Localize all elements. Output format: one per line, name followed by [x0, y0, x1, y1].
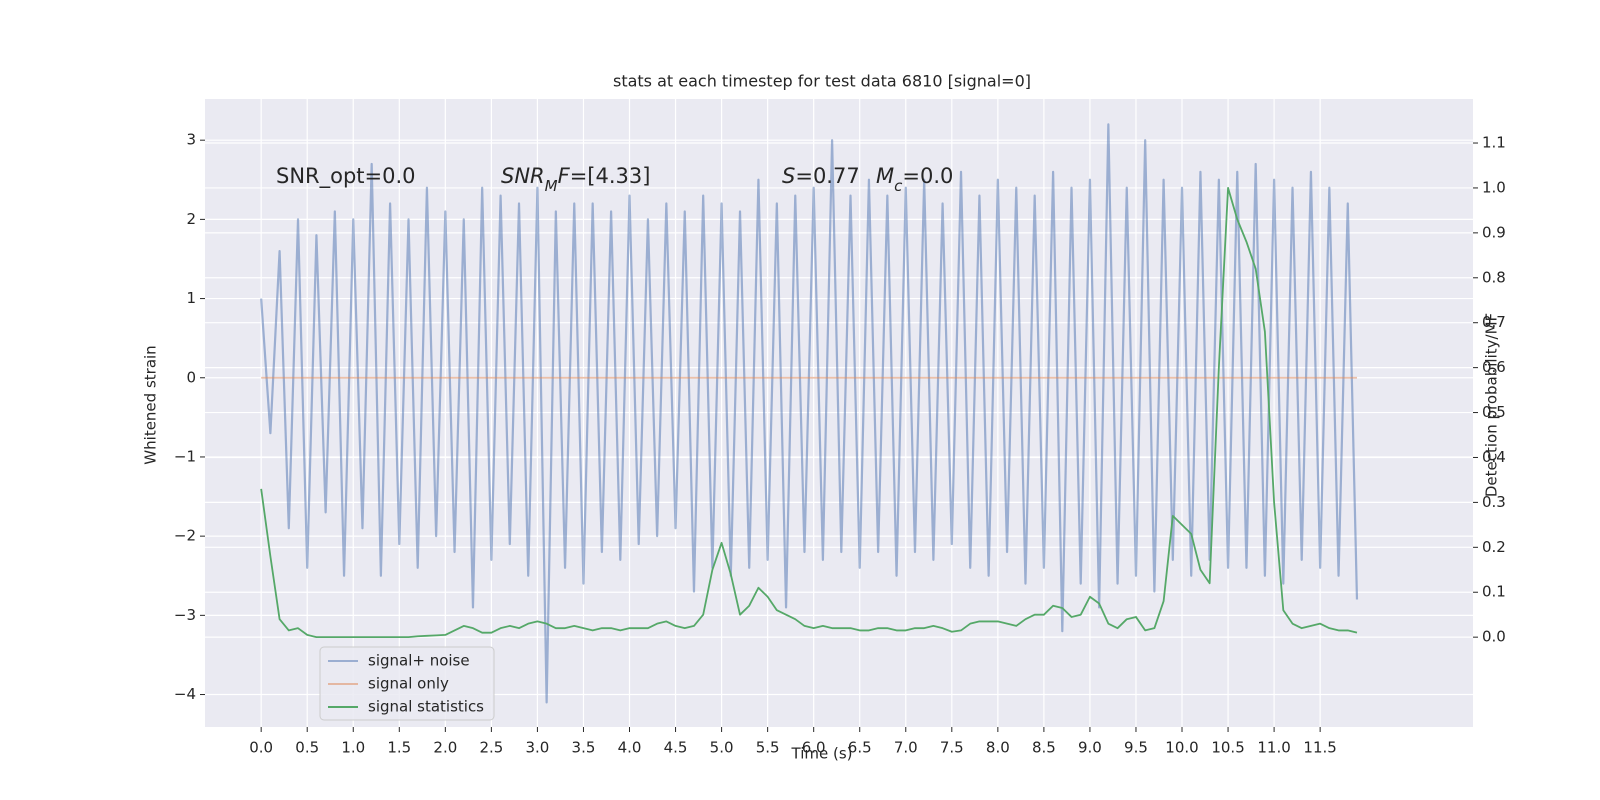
- x-tick-label: 9.5: [1124, 739, 1148, 757]
- y2-tick-label: 0.2: [1482, 538, 1506, 556]
- y2-tick-label: 0.8: [1482, 268, 1506, 286]
- y-tick-label: 1: [186, 289, 196, 307]
- legend-label: signal only: [368, 675, 449, 693]
- x-tick-label: 2.0: [433, 739, 457, 757]
- x-tick-label: 6.0: [802, 739, 826, 757]
- series-line: [260, 187, 1358, 639]
- x-tick-label: 9.0: [1078, 739, 1102, 757]
- y-tick-label: −4: [174, 685, 196, 703]
- annotation-part: S: [782, 164, 795, 188]
- y2-tick-label: 0.7: [1482, 313, 1506, 331]
- series-line: [260, 123, 1359, 704]
- x-tick-label: 5.5: [756, 739, 780, 757]
- x-tick-label: 1.0: [341, 739, 365, 757]
- legend-label: signal+ noise: [368, 652, 470, 670]
- legend-box: [319, 646, 495, 721]
- y2-tick-label: 0.6: [1482, 358, 1506, 376]
- annotation-part: F: [558, 164, 571, 188]
- annotation: Mc=0.0: [876, 164, 953, 195]
- y-tick-label: −1: [174, 447, 196, 465]
- x-tick-label: 2.5: [479, 739, 503, 757]
- annotation: SNRMF=[4.33]: [501, 164, 650, 195]
- x-tick-label: 0.0: [249, 739, 273, 757]
- y-tick-label: −2: [174, 527, 196, 545]
- annotation-part: =0.0: [902, 164, 953, 188]
- y2-tick-label: 1.1: [1482, 134, 1506, 152]
- x-tick-label: 11.0: [1257, 739, 1290, 757]
- y2-tick-label: 1.0: [1482, 178, 1506, 196]
- x-tick-label: 7.0: [894, 739, 918, 757]
- x-tick-label: 8.5: [1032, 739, 1056, 757]
- y2-tick-label: 0.9: [1482, 223, 1506, 241]
- legend: signal+ noise signal only signal statistic…: [319, 646, 495, 721]
- y2-tick-label: 0.4: [1482, 448, 1506, 466]
- x-tick-label: 1.5: [387, 739, 411, 757]
- annotation-part: M: [876, 164, 894, 188]
- x-tick-label: 4.0: [618, 739, 642, 757]
- legend-label: signal statistics: [368, 698, 484, 716]
- y-tick-label: −3: [174, 606, 196, 624]
- x-tick-label: 8.0: [986, 739, 1010, 757]
- x-tick-label: 10.0: [1165, 739, 1198, 757]
- y2-tick-label: 0.3: [1482, 493, 1506, 511]
- y-axis-label: Whitened strain: [142, 345, 160, 464]
- annotation-part: =0.77: [795, 164, 859, 188]
- annotation: S=0.77: [782, 164, 860, 188]
- x-tick-label: 7.5: [940, 739, 964, 757]
- x-tick-label: 5.0: [710, 739, 734, 757]
- annotation-part: SNR: [501, 164, 545, 188]
- x-tick-label: 3.0: [525, 739, 549, 757]
- y-tick-label: 0: [186, 368, 196, 386]
- annotation-part: M: [545, 177, 558, 195]
- x-axis-label: Time (s): [791, 745, 853, 763]
- y2-tick-label: 0.5: [1482, 403, 1506, 421]
- y-tick-label: 3: [186, 131, 196, 149]
- annotation: SNR_opt=0.0: [276, 164, 416, 189]
- x-tick-label: 4.5: [664, 739, 688, 757]
- x-tick-label: 6.5: [848, 739, 872, 757]
- y2-tick-label: 0.0: [1482, 628, 1506, 646]
- x-tick-label: 10.5: [1211, 739, 1244, 757]
- x-tick-label: 0.5: [295, 739, 319, 757]
- x-tick-label: 3.5: [572, 739, 596, 757]
- y-tick-label: 2: [186, 210, 196, 228]
- annotation-part: =[4.33]: [570, 164, 651, 188]
- annotation-part: SNR_opt=0.0: [276, 164, 416, 189]
- y2-axis-label: Detection probability/MF: [1483, 313, 1501, 497]
- y2-tick-label: 0.1: [1482, 583, 1506, 601]
- chart-title: stats at each timestep for test data 681…: [613, 72, 1031, 91]
- x-tick-label: 11.5: [1303, 739, 1336, 757]
- annotation-part: c: [894, 177, 903, 195]
